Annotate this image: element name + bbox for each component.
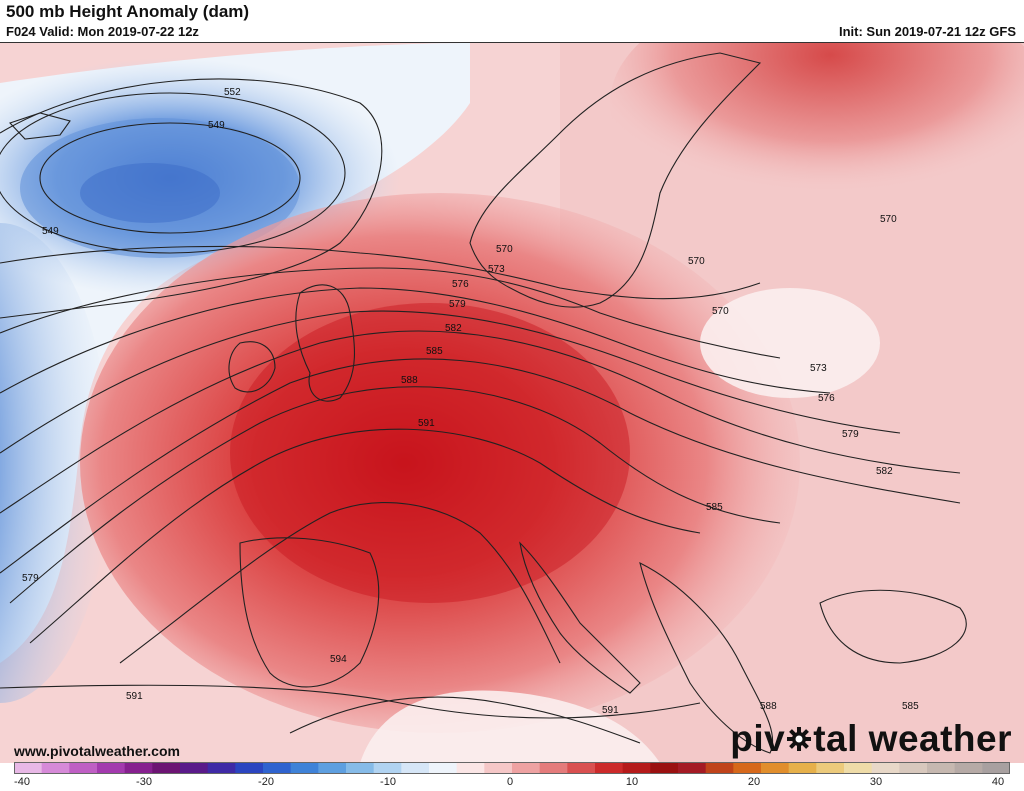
- colorbar-tick-label: 10: [625, 776, 639, 788]
- contour-label: 576: [452, 279, 469, 290]
- contour-label: 579: [842, 429, 859, 440]
- contour-label: 591: [418, 418, 435, 429]
- contour-label: 549: [42, 226, 59, 237]
- coastlines: [9, 52, 967, 754]
- colorbar-tick-label: 40: [991, 776, 1005, 788]
- colorbar-swatch: [207, 762, 236, 774]
- cold-anomaly-atlantic: [0, 223, 110, 703]
- colorbar-swatch: [788, 762, 817, 774]
- colorbar-swatch: [844, 762, 873, 774]
- colorbar-swatch: [263, 762, 292, 774]
- logo-text-part2: tal weather: [813, 718, 1012, 760]
- colorbar-swatch: [816, 762, 845, 774]
- contour-label: 591: [602, 705, 619, 716]
- colorbar-swatch: [401, 762, 430, 774]
- contour-label: 570: [880, 214, 897, 225]
- contour-label: 585: [706, 502, 723, 513]
- colorbar-swatch: [180, 762, 209, 774]
- colorbar-swatch: [69, 762, 98, 774]
- colorbar-swatch: [512, 762, 541, 774]
- colorbar-tick-label: 30: [869, 776, 883, 788]
- header: 500 mb Height Anomaly (dam) F024 Valid: …: [0, 0, 1024, 42]
- valid-time: F024 Valid: Mon 2019-07-22 12z: [6, 24, 199, 39]
- colorbar-border: [14, 762, 1010, 774]
- colorbar-tick-label: 20: [747, 776, 761, 788]
- colorbar-swatch: [152, 762, 181, 774]
- colorbar-swatch: [982, 762, 1010, 774]
- contour-label: 585: [426, 346, 443, 357]
- contour-label: 573: [488, 264, 505, 275]
- colorbar-tick-label: -30: [136, 776, 152, 788]
- pivotal-weather-logo: piv tal weather: [730, 717, 1012, 759]
- colorbar-swatch: [97, 762, 126, 774]
- colorbar-swatch: [650, 762, 679, 774]
- contour-label: 570: [712, 306, 729, 317]
- gear-icon: [787, 727, 812, 752]
- map-svg: 552 549 549 570 573 576 579 582 585 588 …: [0, 0, 1024, 763]
- contour-label: 576: [818, 393, 835, 404]
- colorbar-tick-label: -20: [258, 776, 274, 788]
- height-contours: [0, 78, 961, 719]
- colorbar-swatch: [41, 762, 70, 774]
- colorbar-swatch: [124, 762, 153, 774]
- map-title: 500 mb Height Anomaly (dam): [6, 2, 250, 21]
- colorbar-swatch: [290, 762, 319, 774]
- colorbar-swatch: [373, 762, 402, 774]
- colorbar-tick-label: 0: [506, 776, 514, 788]
- colorbar-swatch: [954, 762, 983, 774]
- contour-label: 573: [810, 363, 827, 374]
- contour-label: 582: [445, 323, 462, 334]
- colorbar-swatch: [539, 762, 568, 774]
- colorbar-swatch: [871, 762, 900, 774]
- colorbar-swatch: [456, 762, 485, 774]
- contour-label: 552: [224, 87, 241, 98]
- warm-anomaly-ridge: [80, 193, 800, 733]
- contour-label: 579: [449, 299, 466, 310]
- colorbar-swatch: [567, 762, 596, 774]
- colorbar-swatch: [484, 762, 513, 774]
- warm-anomaly-northeast: [610, 0, 1024, 223]
- contour-label: 579: [22, 573, 39, 584]
- contour-label: 591: [126, 691, 143, 702]
- colorbar-swatch: [346, 762, 375, 774]
- colorbar-swatch: [733, 762, 762, 774]
- colorbar-swatch: [595, 762, 624, 774]
- colorbar-swatch: [678, 762, 707, 774]
- colorbar-swatch: [235, 762, 264, 774]
- colorbar-swatch: [14, 762, 43, 774]
- website-url: www.pivotalweather.com: [14, 743, 180, 759]
- contour-label: 588: [401, 375, 418, 386]
- colorbar-swatch: [899, 762, 928, 774]
- colorbar-swatch: [622, 762, 651, 774]
- contour-label: 570: [688, 256, 705, 267]
- colorbar-tick-label: -10: [380, 776, 396, 788]
- colorbar-swatch: [318, 762, 347, 774]
- contour-labels: 552 549 549 570 573 576 579 582 585 588 …: [22, 87, 919, 716]
- colorbar: [14, 762, 1010, 774]
- contour-label: 585: [902, 701, 919, 712]
- contour-label: 549: [208, 120, 225, 131]
- colorbar-swatch: [761, 762, 790, 774]
- colorbar-swatch: [429, 762, 458, 774]
- contour-label: 570: [496, 244, 513, 255]
- init-time: Init: Sun 2019-07-21 12z GFS: [838, 24, 1016, 39]
- contour-label: 594: [330, 654, 347, 665]
- anomaly-map[interactable]: 552 549 549 570 573 576 579 582 585 588 …: [0, 0, 1024, 763]
- contour-label: 582: [876, 466, 893, 477]
- colorbar-swatch: [927, 762, 956, 774]
- colorbar-tick-label: -40: [14, 776, 30, 788]
- colorbar-swatch: [705, 762, 734, 774]
- logo-text-part1: piv: [730, 718, 786, 760]
- contour-label: 588: [760, 701, 777, 712]
